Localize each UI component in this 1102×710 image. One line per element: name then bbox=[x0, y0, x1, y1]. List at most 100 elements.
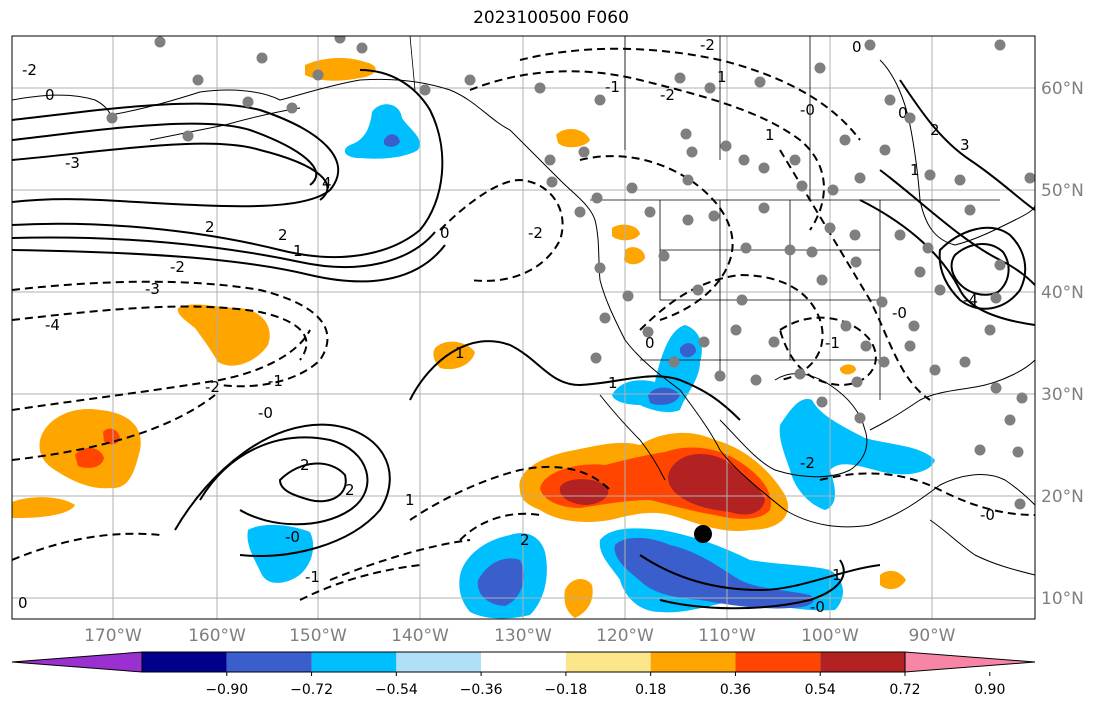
contour-label: -2 bbox=[22, 61, 37, 79]
station-dot bbox=[698, 336, 710, 348]
station-dot bbox=[578, 146, 590, 158]
lon-label: 150°W bbox=[289, 626, 347, 646]
lon-label: 110°W bbox=[698, 626, 756, 646]
longitude-labels: 170°W 160°W 150°W 140°W 130°W 120°W 110°… bbox=[84, 626, 956, 646]
station-dot bbox=[827, 184, 839, 196]
lon-label: 140°W bbox=[391, 626, 449, 646]
station-dot bbox=[356, 42, 368, 54]
colorbar-tick-label: −0.54 bbox=[375, 682, 418, 698]
contour-label: -0 bbox=[258, 404, 273, 422]
station-dot bbox=[994, 39, 1006, 51]
lat-label: 40°N bbox=[1041, 283, 1084, 303]
contour-label: -0 bbox=[980, 506, 995, 524]
contour-label: 3 bbox=[960, 136, 970, 154]
station-dot bbox=[594, 94, 606, 106]
station-dot bbox=[864, 39, 876, 51]
cool-region-gulf-alaska-core bbox=[384, 134, 400, 147]
station-dot bbox=[894, 229, 906, 241]
station-dot bbox=[796, 180, 808, 192]
colorbar-tick-label: 0.54 bbox=[805, 682, 836, 698]
map-title: 2023100500 F060 bbox=[473, 8, 629, 28]
contour-label: -1 bbox=[268, 372, 283, 390]
contour-label: -2 bbox=[170, 258, 185, 276]
station-dot bbox=[106, 112, 118, 124]
colorbar-segment bbox=[396, 652, 482, 672]
colorbar-extend-low bbox=[11, 651, 143, 673]
station-dot bbox=[758, 202, 770, 214]
station-dot bbox=[546, 176, 558, 188]
station-dot bbox=[704, 82, 716, 94]
contour-label: 2 bbox=[300, 456, 310, 474]
station-dot bbox=[850, 256, 862, 268]
contour-label: -3 bbox=[145, 280, 160, 298]
station-dot bbox=[878, 356, 890, 368]
lat-label: 60°N bbox=[1041, 79, 1084, 99]
warm-region-central-max2 bbox=[668, 454, 765, 515]
station-dot bbox=[839, 134, 851, 146]
contour-label: -2 bbox=[528, 224, 543, 242]
contour-label: 2 bbox=[205, 218, 215, 236]
station-dot bbox=[929, 364, 941, 376]
colorbar-tick-label: −0.90 bbox=[205, 682, 248, 698]
station-dot bbox=[876, 296, 888, 308]
station-dot bbox=[668, 356, 680, 368]
contour-label: -0 bbox=[285, 528, 300, 546]
lon-label: 160°W bbox=[188, 626, 246, 646]
contour-label: -2 bbox=[660, 86, 675, 104]
contour-label: 2 bbox=[278, 226, 288, 244]
station-dot bbox=[682, 174, 694, 186]
cool-region-southwest-core bbox=[477, 558, 525, 606]
lon-label: 130°W bbox=[494, 626, 552, 646]
lat-label: 30°N bbox=[1041, 385, 1084, 405]
contour-label: 2 bbox=[520, 531, 530, 549]
location-marker[interactable] bbox=[694, 525, 712, 543]
station-dot bbox=[740, 242, 752, 254]
contour-label: 2 bbox=[345, 481, 355, 499]
contour-lines bbox=[12, 69, 1035, 610]
colorbar-tick-labels: −0.90 −0.72 −0.54 −0.36 −0.18 0.18 0.36 0.54 0.7… bbox=[205, 672, 1005, 698]
station-dot bbox=[692, 284, 704, 296]
lon-label: 120°W bbox=[596, 626, 654, 646]
station-dot bbox=[914, 266, 926, 278]
contour-label: 1 bbox=[293, 242, 303, 260]
colorbar-tick-label: 0.72 bbox=[889, 682, 920, 698]
contour-label: -0 bbox=[800, 101, 815, 119]
cool-region-west-sub bbox=[247, 524, 314, 583]
contour-label: 1 bbox=[717, 68, 727, 86]
cool-region-gulf-alaska bbox=[344, 104, 420, 159]
contour-lines-dashed bbox=[12, 47, 1035, 601]
station-dot bbox=[242, 96, 254, 108]
lat-label: 50°N bbox=[1041, 181, 1084, 201]
station-dot bbox=[824, 222, 836, 234]
contour-label: 1 bbox=[405, 491, 415, 509]
station-dot bbox=[768, 336, 780, 348]
filled-anomaly-regions bbox=[12, 58, 935, 619]
station-dot bbox=[419, 84, 431, 96]
contour-label: -3 bbox=[65, 154, 80, 172]
lat-label: 20°N bbox=[1041, 487, 1084, 507]
station-dot bbox=[994, 259, 1006, 271]
station-dot bbox=[534, 82, 546, 94]
contour-label: 0 bbox=[45, 86, 55, 104]
contour-label: 0 bbox=[645, 334, 655, 352]
cool-region-baja-core bbox=[648, 387, 680, 405]
lon-label: 170°W bbox=[84, 626, 142, 646]
warm-region-pnw bbox=[612, 224, 640, 241]
contour-label: -2 bbox=[205, 378, 220, 396]
colorbar-segment bbox=[311, 652, 397, 672]
station-dot bbox=[884, 94, 896, 106]
colorbar-segment bbox=[481, 652, 566, 672]
station-dot bbox=[854, 412, 866, 424]
station-dot bbox=[1012, 446, 1024, 458]
warm-region-northpac bbox=[177, 304, 270, 366]
cool-region-baja bbox=[612, 325, 702, 413]
station-dot bbox=[599, 312, 611, 324]
station-dot bbox=[686, 146, 698, 158]
station-dot bbox=[464, 74, 476, 86]
station-dot bbox=[154, 36, 166, 48]
station-dot bbox=[591, 192, 603, 204]
lon-label: 90°W bbox=[909, 626, 956, 646]
map-frame bbox=[11, 35, 1036, 620]
station-dot bbox=[754, 76, 766, 88]
station-dot bbox=[974, 444, 986, 456]
